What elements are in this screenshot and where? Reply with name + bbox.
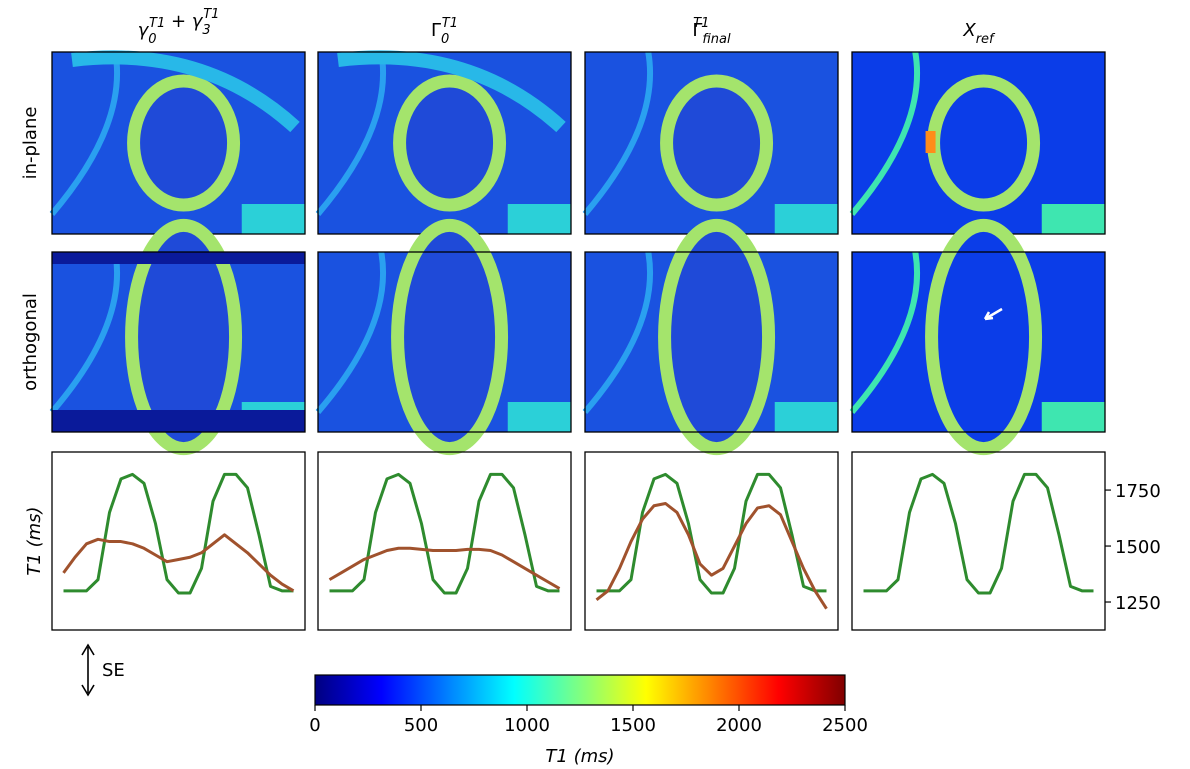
image-frame [851, 251, 1106, 433]
column-title: ΓfinalT1 [692, 16, 731, 47]
x-tick-label: 2500 [822, 715, 868, 736]
myocardium [393, 74, 507, 212]
image-panel [849, 51, 1106, 235]
column-title: Γ0T1 [431, 16, 458, 47]
image-region [1041, 402, 1105, 432]
image-panel [49, 50, 306, 235]
title-superscript: T1 [149, 16, 165, 31]
title-symbol: γ [138, 20, 150, 41]
image-region [507, 402, 571, 432]
row-label: in-plane [20, 107, 41, 180]
image-band [52, 252, 305, 264]
image-panel [849, 218, 1106, 456]
line [328, 546, 561, 590]
myocardium [127, 74, 241, 212]
image-frame [584, 251, 839, 433]
column-title: Xref [962, 20, 996, 47]
plot-frame [584, 451, 839, 631]
image-panel [49, 218, 306, 456]
column-title: γ0T1 + γ3T1 [138, 7, 220, 47]
se-arrow-heads [81, 643, 95, 697]
image-structure [315, 51, 387, 216]
plot-frame [51, 451, 306, 631]
image-frame [317, 251, 572, 433]
y-tick-label: 1250 [1115, 593, 1161, 614]
image-structure [582, 251, 654, 414]
line [595, 501, 828, 610]
arrow [983, 307, 1003, 321]
image-panel [582, 218, 839, 456]
image-region [774, 402, 838, 432]
image-panel [315, 50, 572, 235]
myocardium [660, 74, 774, 212]
image-region [774, 204, 838, 234]
image-region [241, 204, 305, 234]
colorbar-label: T1 (ms) [545, 746, 614, 767]
x-tick-label: 1000 [504, 715, 550, 736]
title-superscript: T1 [442, 16, 458, 31]
x-tick-label: 1500 [610, 715, 656, 736]
title-subscript: ref [976, 32, 996, 47]
title-subscript: 3 [202, 23, 210, 38]
line [329, 472, 560, 595]
line [62, 533, 295, 593]
y-tick-label: 1500 [1115, 537, 1161, 558]
plot-frame [317, 451, 572, 631]
title-symbol: X [962, 20, 976, 41]
title-symbol: Γ [692, 20, 702, 41]
y-tick-label: 1750 [1115, 481, 1161, 502]
image-structure [49, 251, 121, 414]
myocardium [925, 218, 1043, 456]
image-frame [51, 251, 306, 433]
image-region [507, 204, 571, 234]
title-symbol: + [165, 11, 192, 32]
lesion [925, 131, 936, 153]
chest-wall [337, 50, 566, 133]
image-structure [849, 51, 921, 216]
image-region [1041, 204, 1105, 234]
image-band [52, 410, 305, 432]
image-structure [582, 51, 654, 216]
myocardium [658, 218, 776, 456]
x-tick-label: 500 [404, 715, 438, 736]
title-subscript: 0 [148, 32, 156, 47]
line [596, 472, 827, 595]
myocardium [125, 218, 243, 456]
x-tick-label: 2000 [716, 715, 762, 736]
image-panel [582, 51, 839, 235]
se-label: SE [102, 660, 125, 681]
title-symbol: γ [192, 11, 204, 32]
title-subscript: final [702, 32, 731, 47]
myocardium [927, 74, 1041, 212]
title-symbol: Γ [431, 20, 441, 41]
image-structure [849, 251, 921, 414]
y-axis-label: T1 (ms) [24, 506, 45, 575]
line [63, 472, 294, 595]
myocardium [391, 218, 509, 456]
title-subscript: 0 [441, 32, 449, 47]
row-label: orthogonal [20, 293, 41, 391]
colorbar [314, 674, 846, 706]
chest-wall [71, 50, 300, 133]
image-structure [49, 51, 121, 216]
title-superscript: T1 [693, 16, 709, 31]
x-tick-label: 0 [309, 715, 320, 736]
title-superscript: T1 [203, 7, 219, 22]
image-structure [315, 251, 387, 414]
plot-frame [851, 451, 1106, 631]
image-panel [315, 218, 572, 456]
line [863, 472, 1094, 595]
